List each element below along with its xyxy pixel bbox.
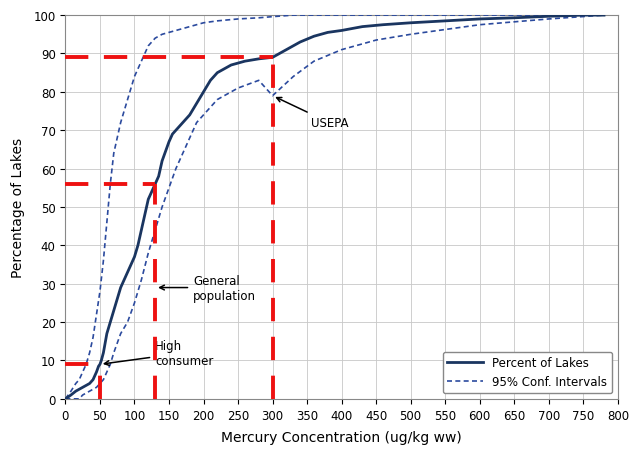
Y-axis label: Percentage of Lakes: Percentage of Lakes bbox=[11, 137, 25, 278]
Text: General
population: General population bbox=[159, 274, 256, 302]
Text: USEPA: USEPA bbox=[276, 98, 348, 130]
X-axis label: Mercury Concentration (ug/kg ww): Mercury Concentration (ug/kg ww) bbox=[221, 430, 462, 444]
Text: High
consumer: High consumer bbox=[104, 339, 214, 367]
Legend: Percent of Lakes, 95% Conf. Intervals: Percent of Lakes, 95% Conf. Intervals bbox=[443, 352, 612, 393]
